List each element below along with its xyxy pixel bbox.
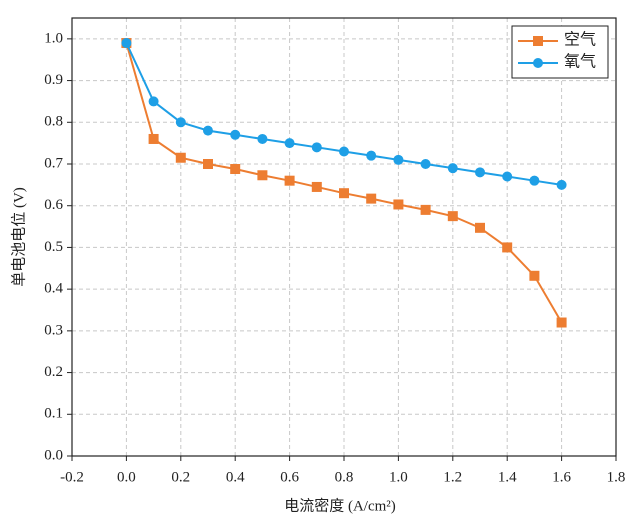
x-tick-label: 0.6	[280, 469, 299, 485]
data-point	[175, 117, 186, 128]
y-tick-label: 0.8	[44, 114, 63, 130]
data-point	[148, 96, 159, 107]
data-point	[447, 163, 458, 174]
data-point	[366, 193, 377, 204]
data-point	[393, 154, 404, 165]
legend-label: 氧气	[564, 53, 596, 71]
data-point	[257, 170, 268, 181]
data-point	[447, 211, 458, 222]
data-point	[284, 175, 295, 186]
data-point	[175, 152, 186, 163]
data-point	[475, 167, 485, 178]
y-tick-label: 0.0	[44, 447, 63, 463]
x-tick-label: 0.0	[117, 469, 136, 485]
data-point	[230, 164, 241, 175]
data-point	[148, 133, 159, 144]
data-point	[420, 204, 431, 215]
data-point	[230, 129, 241, 140]
y-tick-label: 0.4	[44, 281, 63, 297]
x-tick-label: 1.4	[498, 469, 517, 485]
data-point	[203, 125, 213, 136]
y-tick-label: 0.3	[44, 322, 63, 338]
data-point	[556, 317, 567, 328]
data-point	[556, 179, 567, 190]
x-tick-label: 1.0	[389, 469, 408, 485]
y-tick-label: 0.6	[44, 197, 63, 213]
x-tick-label: -0.2	[60, 469, 84, 485]
x-axis-label: 电流密度 (A/cm²)	[284, 497, 396, 514]
data-point	[121, 38, 132, 49]
y-tick-label: 0.1	[44, 406, 63, 422]
y-tick-label: 0.9	[44, 72, 63, 88]
data-point	[339, 146, 349, 157]
y-tick-label: 0.5	[44, 239, 63, 255]
data-point	[529, 270, 540, 281]
data-point	[284, 138, 295, 149]
legend-marker	[533, 36, 543, 46]
x-tick-label: 0.2	[171, 469, 190, 485]
y-tick-label: 0.7	[44, 155, 63, 171]
x-tick-label: 1.8	[607, 469, 626, 485]
legend-box	[511, 25, 609, 79]
y-tick-label: 1.0	[44, 30, 63, 46]
x-tick-label: 0.8	[335, 469, 354, 485]
data-point	[502, 171, 513, 182]
x-tick-label: 1.6	[552, 469, 571, 485]
data-point	[393, 199, 404, 210]
data-point	[311, 181, 322, 192]
data-point	[475, 222, 485, 233]
data-point	[203, 159, 213, 169]
y-tick-label: 0.2	[44, 364, 63, 380]
data-point	[257, 133, 268, 144]
x-tick-label: 0.4	[226, 469, 245, 485]
legend-marker	[533, 58, 543, 68]
data-point	[502, 242, 513, 253]
data-point	[529, 175, 540, 186]
data-point	[339, 188, 349, 199]
data-point	[311, 142, 322, 153]
data-point	[420, 159, 431, 169]
x-tick-label: 1.2	[443, 469, 462, 485]
legend-label: 空气	[564, 31, 596, 49]
y-axis-label: 单电池电位 (V)	[10, 187, 27, 287]
data-point	[366, 150, 377, 161]
plot-frame	[71, 17, 617, 457]
